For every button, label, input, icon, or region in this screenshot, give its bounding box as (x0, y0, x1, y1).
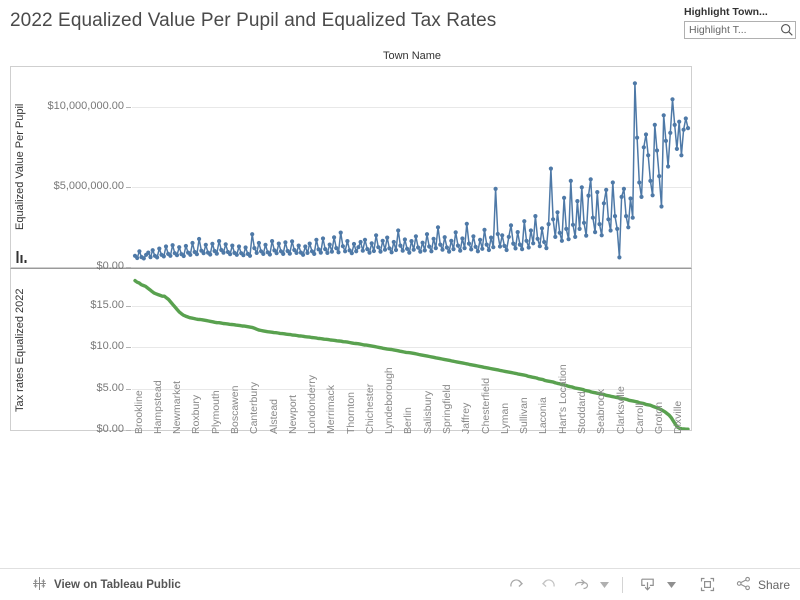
highlight-town-filter[interactable]: Highlight Town... Highlight T... (684, 6, 796, 39)
x-tick-label: Plymouth (210, 390, 222, 434)
y-tick-label: $10.00 (90, 340, 124, 353)
y-tick-label: $0.00 (96, 260, 124, 272)
column-header-town-name: Town Name (382, 50, 442, 62)
x-tick-label: Chesterfield (480, 377, 492, 434)
x-tick-label: Canterbury (248, 382, 260, 434)
chart-panel-value-per-pupil (10, 66, 692, 268)
search-icon[interactable] (779, 22, 795, 38)
series-path[interactable] (132, 269, 691, 430)
share-button[interactable]: Share (735, 575, 790, 595)
y-tick-mark (126, 430, 131, 431)
x-tick-label: Carroll (634, 403, 646, 434)
x-tick-label: Jaffrey (460, 402, 472, 434)
toolbar-divider (621, 576, 623, 593)
y-tick-mark (126, 267, 131, 268)
x-tick-label: Hart's Location (557, 364, 569, 434)
x-tick-label: Springfield (441, 384, 453, 434)
x-tick-label: Stoddard (576, 391, 588, 434)
y-tick-mark (126, 187, 131, 188)
x-tick-label: Roxbury (190, 394, 202, 434)
x-tick-label: Alstead (268, 398, 280, 434)
toolbar-actions: Share (502, 572, 790, 598)
x-tick-label: Newmarket (171, 380, 183, 434)
x-tick-label: Sullivan (518, 397, 530, 434)
tableau-logo-icon (32, 576, 47, 594)
x-tick-label: Londonderry (306, 375, 318, 434)
gridline (132, 306, 691, 307)
download-icon[interactable] (633, 572, 663, 598)
gridline (132, 389, 691, 390)
x-tick-label: Seabrook (595, 389, 607, 434)
bar-chart-icon (16, 250, 30, 263)
y-tick-mark (126, 347, 131, 349)
view-on-tableau-public-label: View on Tableau Public (54, 578, 181, 591)
highlight-search-input[interactable]: Highlight T... (689, 24, 747, 36)
y-tick-mark (126, 388, 131, 390)
x-tick-label: Clarksville (615, 386, 627, 434)
share-icon (735, 575, 752, 595)
gridline (132, 347, 691, 348)
download-chevron-down-icon[interactable] (665, 572, 679, 598)
redo-icon[interactable] (534, 572, 564, 598)
page-title: 2022 Equalized Value Per Pupil and Equal… (10, 10, 497, 31)
share-label: Share (757, 577, 790, 592)
x-tick-label: Salisbury (422, 390, 434, 434)
series-path[interactable] (132, 67, 691, 267)
x-tick-label: Thornton (345, 391, 357, 434)
fullscreen-icon[interactable] (693, 572, 723, 598)
x-tick-label: Boscawen (229, 385, 241, 434)
line-chart-tax-rates[interactable] (132, 269, 691, 430)
revert-chevron-down-icon[interactable] (598, 572, 612, 598)
x-tick-label: Laconia (537, 397, 549, 434)
undo-icon[interactable] (502, 572, 532, 598)
y-tick-label: $5,000,000.00 (53, 180, 124, 192)
line-chart-value-per-pupil[interactable] (132, 67, 691, 267)
y-tick-label: $5.00 (96, 381, 124, 394)
x-tick-label: Chichester (364, 383, 376, 434)
gridline (132, 187, 691, 188)
x-tick-label: Groton (653, 401, 665, 434)
x-tick-label: Newport (287, 394, 299, 434)
x-tick-label: Hampstead (152, 380, 164, 434)
x-tick-label: Lyndeborough (383, 367, 395, 434)
x-tick-label: Lyman (499, 402, 511, 434)
x-tick-label: Berlin (402, 407, 414, 434)
revert-icon[interactable] (566, 572, 596, 598)
y-tick-mark (126, 107, 131, 108)
x-tick-label: Merrimack (325, 385, 337, 434)
chart-panel-tax-rates (10, 268, 692, 431)
y-tick-label: $15.00 (90, 299, 124, 312)
x-tick-label: Brookline (133, 390, 145, 434)
view-on-tableau-public-link[interactable]: View on Tableau Public (32, 576, 181, 594)
x-axis-town-labels: Brookline Hampstead Newmarket Roxbury Plymou… (132, 364, 691, 534)
bottom-toolbar: View on Tableau Public (0, 568, 800, 600)
highlight-search-box[interactable]: Highlight T... (684, 21, 796, 39)
y-tick-label: $10,000,000.00 (47, 100, 124, 112)
y-tick-mark (126, 306, 131, 308)
x-tick-label: Dixville (672, 400, 684, 434)
gridline (132, 107, 691, 108)
highlight-filter-label: Highlight Town... (684, 6, 768, 18)
y-tick-label: $0.00 (96, 423, 124, 435)
